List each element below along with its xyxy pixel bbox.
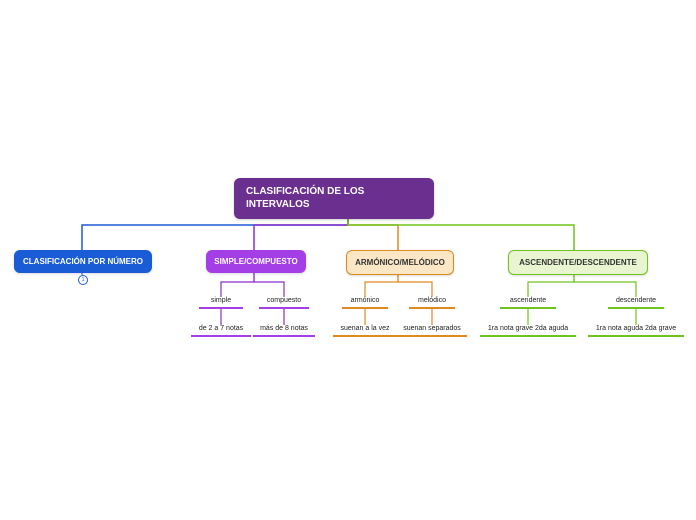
category-label: SIMPLE/COMPUESTO	[214, 257, 297, 266]
category-label: CLASIFICACIÓN POR NÚMERO	[23, 257, 143, 266]
category-label: ARMÓNICO/MELÓDICO	[355, 258, 445, 267]
root-node: CLASIFICACIÓN DE LOS INTERVALOS	[234, 178, 434, 219]
leaf-desc: suenan a la vez	[333, 325, 397, 337]
leaf-label: melódico	[409, 297, 455, 309]
leaf-desc: más de 8 notas	[253, 325, 315, 337]
leaf-label: descendente	[608, 297, 664, 309]
root-line2: INTERVALOS	[246, 199, 310, 210]
category-c0: CLASIFICACIÓN POR NÚMERO	[14, 250, 152, 273]
leaf-label: simple	[199, 297, 243, 309]
diagram-canvas: { "root": { "line1": "CLASIFICACIÓN DE L…	[0, 0, 696, 520]
category-label: ASCENDENTE/DESCENDENTE	[519, 258, 637, 267]
root-line1: CLASIFICACIÓN DE LOS	[246, 186, 364, 197]
leaf-desc: 1ra nota aguda 2da grave	[588, 325, 684, 337]
badge: 1	[78, 275, 88, 285]
leaf-label: ascendente	[500, 297, 556, 309]
leaf-desc: de 2 a 7 notas	[191, 325, 251, 337]
category-c3: ASCENDENTE/DESCENDENTE	[508, 250, 648, 275]
leaf-desc: suenan separados	[397, 325, 467, 337]
leaf-desc: 1ra nota grave 2da aguda	[480, 325, 576, 337]
leaf-label: compuesto	[259, 297, 309, 309]
category-c1: SIMPLE/COMPUESTO	[206, 250, 306, 273]
category-c2: ARMÓNICO/MELÓDICO	[346, 250, 454, 275]
leaf-label: armónico	[342, 297, 388, 309]
